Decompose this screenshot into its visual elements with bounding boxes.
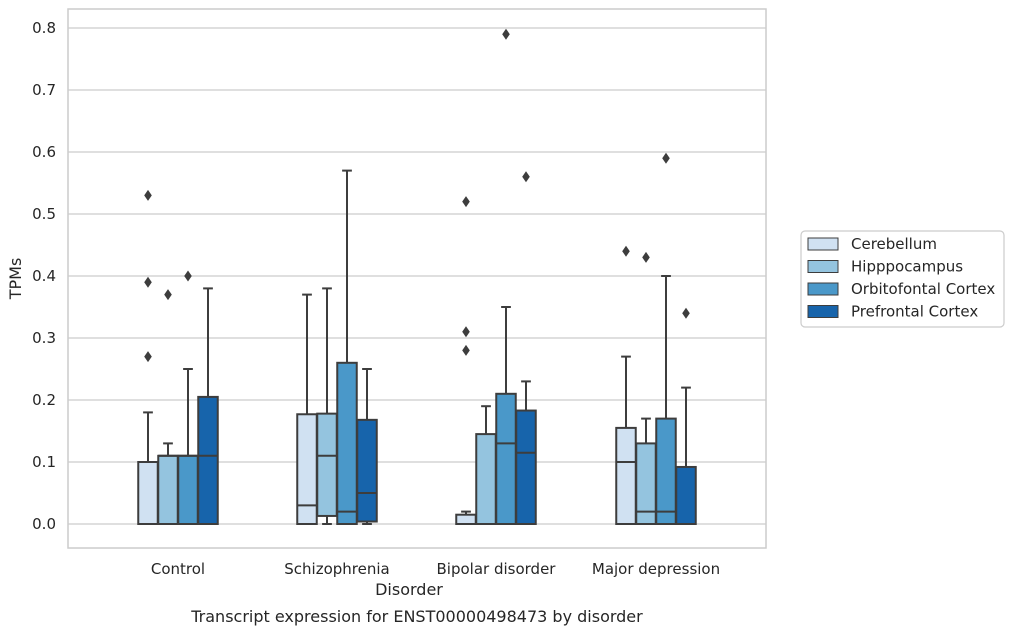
box-hipppocampus	[475, 405, 497, 526]
outlier-point	[622, 245, 630, 257]
y-axis-label: TPMs	[6, 258, 25, 301]
plot-frame	[67, 8, 767, 549]
y-tick-label: 0.5	[32, 205, 56, 223]
outlier-point	[642, 251, 650, 263]
y-tick-label: 0.3	[32, 329, 56, 347]
plot-area	[137, 28, 697, 526]
box-iqr	[515, 409, 537, 526]
y-tick-label: 0.2	[32, 391, 56, 409]
box-prefrontal-cortex	[675, 307, 697, 525]
y-tick-label: 0.1	[32, 453, 56, 471]
outlier-point	[144, 189, 152, 201]
box-hipppocampus	[635, 251, 657, 525]
box-iqr	[455, 513, 477, 526]
y-tick-label: 0.8	[32, 19, 56, 37]
legend-swatch	[807, 282, 839, 296]
outlier-point	[502, 28, 510, 40]
box-prefrontal-cortex	[356, 368, 378, 525]
box-orbitofontal-cortex	[336, 169, 358, 525]
box-iqr	[157, 454, 179, 525]
legend-label: Hipppocampus	[851, 258, 963, 276]
box-hipppocampus	[316, 287, 338, 525]
box-cerebellum	[296, 293, 318, 526]
box-iqr	[316, 412, 338, 517]
y-tick-label: 0.6	[32, 143, 56, 161]
box-iqr	[475, 433, 497, 526]
box-iqr	[137, 461, 159, 525]
outlier-point	[144, 276, 152, 288]
legend-label: Orbitofontal Cortex	[851, 280, 995, 298]
box-cerebellum	[615, 245, 637, 525]
x-axis-ticks: Control Schizophrenia Bipolar disorder Majo…	[151, 560, 720, 578]
y-tick-label: 0.7	[32, 81, 56, 99]
box-iqr	[296, 413, 318, 526]
outlier-point	[164, 289, 172, 301]
box-orbitofontal-cortex	[495, 28, 517, 525]
y-axis-ticks: 0.0 0.1 0.2 0.3 0.4 0.5 0.6 0.7 0.8	[32, 19, 56, 533]
outlier-point	[462, 344, 470, 356]
box-cerebellum	[455, 196, 477, 526]
box-hipppocampus	[157, 289, 179, 525]
box-iqr	[356, 418, 378, 523]
legend-swatch	[807, 305, 839, 318]
outlier-point	[522, 171, 530, 183]
legend-swatch	[807, 260, 839, 273]
outlier-point	[682, 307, 690, 319]
legend: Cerebellum Hipppocampus Orbitofontal Corte…	[800, 230, 1005, 328]
box-iqr	[177, 454, 199, 525]
legend-swatch	[807, 237, 839, 251]
chart-caption: Transcript expression for ENST0000049847…	[190, 607, 643, 626]
box-iqr	[197, 395, 219, 525]
outlier-point	[462, 196, 470, 208]
legend-box	[800, 230, 1005, 328]
box-iqr	[336, 361, 358, 525]
legend-label: Cerebellum	[851, 235, 937, 253]
box-iqr	[655, 417, 677, 526]
y-tick-label: 0.4	[32, 267, 56, 285]
box-orbitofontal-cortex	[177, 270, 199, 525]
outlier-point	[144, 351, 152, 363]
x-tick-label: Control	[151, 560, 205, 578]
x-axis-label: Disorder	[375, 580, 443, 599]
box-prefrontal-cortex	[515, 171, 537, 526]
box-iqr	[615, 426, 637, 525]
outlier-point	[462, 326, 470, 338]
x-tick-label: Major depression	[592, 560, 720, 578]
legend-label: Prefrontal Cortex	[851, 303, 978, 321]
box-prefrontal-cortex	[197, 287, 219, 525]
outlier-point	[662, 152, 670, 164]
outlier-point	[184, 270, 192, 282]
x-tick-label: Schizophrenia	[284, 560, 389, 578]
box-iqr	[495, 392, 517, 525]
x-tick-label: Bipolar disorder	[437, 560, 557, 578]
box-cerebellum	[137, 189, 159, 525]
box-iqr	[675, 465, 697, 525]
y-tick-label: 0.0	[32, 515, 56, 533]
